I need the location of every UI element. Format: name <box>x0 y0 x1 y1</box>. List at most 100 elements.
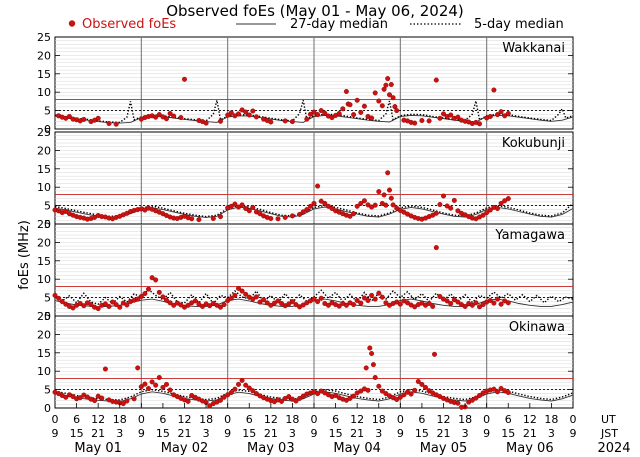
observed-point <box>491 386 497 392</box>
observed-point <box>282 118 288 124</box>
observed-point <box>124 302 130 308</box>
observed-point <box>433 77 439 83</box>
observed-point <box>232 292 238 298</box>
observed-point <box>235 204 241 210</box>
observed-point <box>81 116 87 122</box>
legend-median27-label: 27-day median <box>290 17 388 32</box>
observed-point <box>419 300 425 306</box>
observed-point <box>138 384 144 390</box>
y-tick-label: 10 <box>37 365 51 378</box>
observed-point <box>228 203 234 209</box>
observed-point <box>117 304 123 310</box>
date-label: May 05 <box>420 441 468 456</box>
observed-point <box>59 299 65 305</box>
observed-point <box>268 215 274 221</box>
x-tick-label-jst: 9 <box>397 427 404 440</box>
observed-point <box>289 299 295 305</box>
observed-point <box>289 213 295 219</box>
observed-point <box>250 204 256 210</box>
observed-point <box>383 202 389 208</box>
observed-point <box>419 381 425 387</box>
x-tick-label-jst: 15 <box>242 427 256 440</box>
station-label: Kokubunji <box>502 136 565 151</box>
observed-point <box>304 207 310 213</box>
panel-okinawa: 0 5 10 15 20 25 Okinawa <box>37 310 574 415</box>
legend-observed-label: Observed foEs <box>82 17 176 32</box>
x-tick-label-ut: 0 <box>397 413 404 426</box>
observed-point <box>379 103 385 109</box>
observed-point <box>498 301 504 307</box>
observed-point <box>120 401 126 407</box>
observed-point <box>491 87 497 93</box>
observed-point <box>113 121 119 127</box>
observed-point <box>469 302 475 308</box>
x-tick-label-ut: 6 <box>505 413 512 426</box>
observed-point <box>394 108 400 114</box>
observed-point <box>178 302 184 308</box>
observed-point <box>347 213 353 219</box>
observed-point <box>491 300 497 306</box>
x-tick-label-jst: 21 <box>178 427 192 440</box>
observed-point <box>153 277 159 283</box>
observed-point <box>84 394 90 400</box>
observed-point <box>484 210 490 216</box>
observed-point <box>318 295 324 301</box>
y-tick-label: 20 <box>37 49 51 62</box>
y-tick-label: 25 <box>37 31 51 44</box>
observed-point <box>124 398 130 404</box>
observed-point <box>387 187 393 193</box>
x-tick-label-jst: 9 <box>311 427 318 440</box>
observed-point <box>426 388 432 394</box>
observed-point <box>163 116 169 122</box>
x-tick-label-jst: 21 <box>350 427 364 440</box>
observed-point <box>160 384 166 390</box>
observed-point <box>358 300 364 306</box>
observed-point <box>228 390 234 396</box>
observed-point <box>318 198 324 204</box>
x-tick-label-ut: 6 <box>246 413 253 426</box>
observed-point <box>300 393 306 399</box>
observed-point <box>376 383 382 389</box>
observed-point <box>163 381 169 387</box>
observed-point <box>498 109 504 115</box>
observed-point <box>102 366 108 372</box>
observed-point <box>268 302 274 308</box>
observed-point <box>480 212 486 218</box>
observed-point <box>351 112 357 118</box>
observed-point <box>196 301 202 307</box>
observed-point <box>322 110 328 116</box>
observed-point <box>469 397 475 403</box>
observed-point <box>394 205 400 211</box>
observed-point <box>210 215 216 221</box>
observed-point <box>505 110 511 116</box>
observed-point <box>257 299 263 305</box>
observed-point <box>271 300 277 306</box>
observed-point <box>235 285 241 291</box>
observed-point <box>228 110 234 116</box>
x-tick-label-ut: 6 <box>332 413 339 426</box>
y-tick-label: 5 <box>44 384 51 397</box>
observed-point <box>383 82 389 88</box>
observed-point <box>372 90 378 96</box>
observed-point <box>498 200 504 206</box>
station-label: Yamagawa <box>494 228 565 243</box>
observed-point <box>412 387 418 393</box>
observed-point <box>145 386 151 392</box>
x-tick-label-ut: 0 <box>138 413 145 426</box>
observed-point <box>217 304 223 310</box>
station-label: Okinawa <box>509 320 565 335</box>
observed-point <box>135 296 141 302</box>
x-tick-label-ut: 18 <box>544 413 558 426</box>
observed-point <box>432 351 438 357</box>
x-tick-label-jst: 3 <box>375 427 382 440</box>
observed-point <box>394 397 400 403</box>
observed-point <box>311 109 317 115</box>
observed-point <box>185 398 191 404</box>
y-tick-label: 20 <box>37 144 51 157</box>
observed-point <box>156 112 162 118</box>
observed-point <box>369 115 375 121</box>
x-tick-label-ut: 12 <box>350 413 364 426</box>
observed-point <box>95 306 101 312</box>
observed-point <box>253 294 259 300</box>
